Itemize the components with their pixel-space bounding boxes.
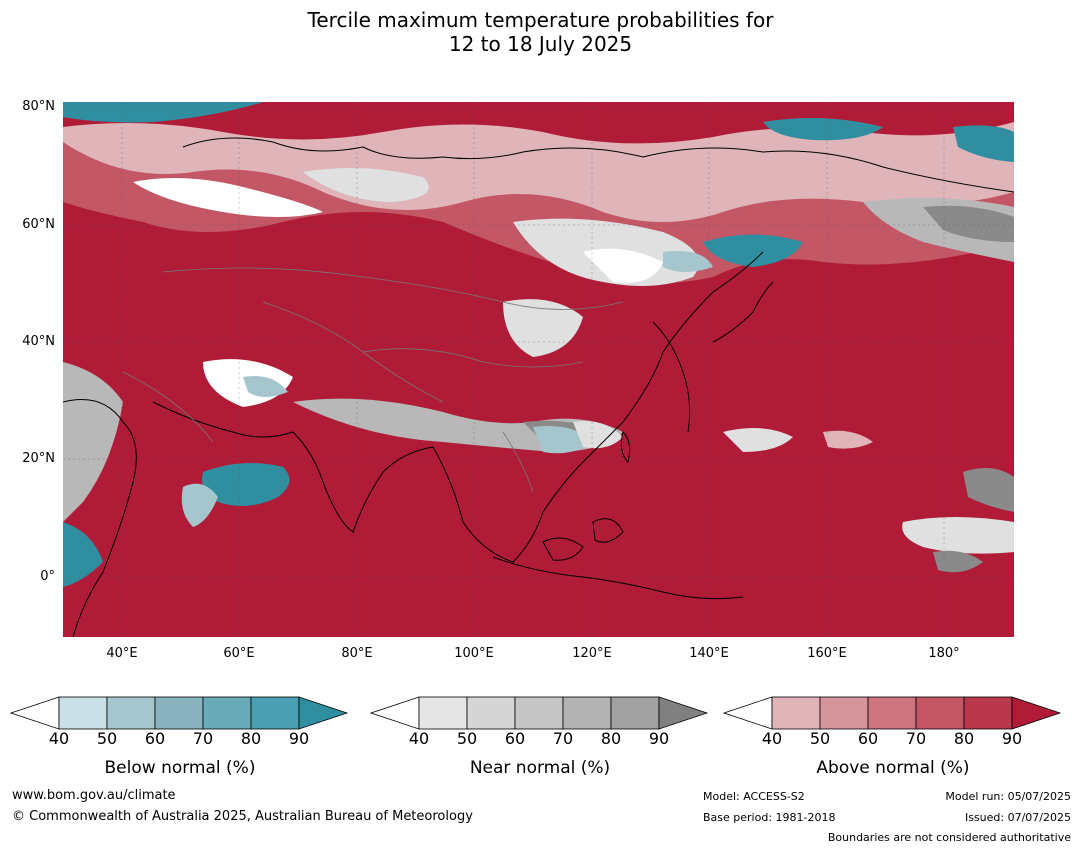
lon-label-40e: 40°E bbox=[106, 646, 138, 661]
legend-above-tick: 60 bbox=[857, 729, 879, 748]
lat-label-20n: 20°N bbox=[22, 451, 55, 466]
legend-above-colorbar bbox=[723, 696, 1062, 730]
legend-below-tick: 60 bbox=[144, 729, 166, 748]
legend-below-swatch bbox=[10, 696, 60, 730]
lat-label-40n: 40°N bbox=[22, 334, 55, 349]
probability-map-canvas bbox=[63, 102, 1014, 637]
legend-near-tick: 70 bbox=[552, 729, 574, 748]
legend-above-tick: 40 bbox=[761, 729, 783, 748]
legend-above-swatch bbox=[771, 696, 821, 730]
legend-below-title: Below normal (%) bbox=[104, 758, 256, 778]
legend-below-swatch bbox=[250, 696, 300, 730]
legend-near-colorbar bbox=[370, 696, 709, 730]
legend-near-swatch bbox=[466, 696, 516, 730]
website-link[interactable]: www.bom.gov.au/climate bbox=[12, 788, 176, 803]
legend-above-tick: 90 bbox=[1001, 729, 1023, 748]
map-title-line2: 12 to 18 July 2025 bbox=[448, 32, 633, 56]
legend-near-tick: 60 bbox=[504, 729, 526, 748]
legend-near-swatch bbox=[514, 696, 564, 730]
legend-near-swatch bbox=[418, 696, 468, 730]
lon-label-160e: 160°E bbox=[807, 646, 847, 661]
issued-text: Issued: 07/07/2025 bbox=[964, 811, 1071, 824]
legend-above-tick: 80 bbox=[953, 729, 975, 748]
legend-near-normal: 40 50 60 70 80 90 Near normal (%) bbox=[370, 695, 710, 785]
legend-below-colorbar bbox=[10, 696, 349, 730]
lon-label-140e: 140°E bbox=[689, 646, 729, 661]
legend-near-swatch bbox=[610, 696, 660, 730]
legend-below-tick: 50 bbox=[96, 729, 118, 748]
legend-below-swatch bbox=[58, 696, 108, 730]
map-title: Tercile maximum temperature probabilitie… bbox=[0, 8, 1081, 56]
legend-below-swatch bbox=[154, 696, 204, 730]
lat-label-80n: 80°N bbox=[22, 99, 55, 114]
legend-above-swatch bbox=[915, 696, 965, 730]
legend-below-normal: 40 50 60 70 80 90 Below normal (%) bbox=[10, 695, 350, 785]
legend-above-swatch bbox=[963, 696, 1013, 730]
probability-map bbox=[63, 102, 1014, 637]
legend-near-swatch bbox=[370, 696, 420, 730]
legend-above-normal: 40 50 60 70 80 90 Above normal (%) bbox=[723, 695, 1063, 785]
lon-label-80e: 80°E bbox=[341, 646, 373, 661]
legend-above-tick: 70 bbox=[905, 729, 927, 748]
base-period-text: Base period: 1981-2018 bbox=[703, 811, 836, 824]
lat-label-60n: 60°N bbox=[22, 217, 55, 232]
legend-above-swatch bbox=[819, 696, 869, 730]
legend-below-swatch bbox=[202, 696, 252, 730]
lat-label-0: 0° bbox=[40, 569, 55, 584]
legend-near-tick: 90 bbox=[648, 729, 670, 748]
legend-above-swatch bbox=[1011, 696, 1062, 730]
lon-label-100e: 100°E bbox=[454, 646, 494, 661]
lon-label-120e: 120°E bbox=[572, 646, 612, 661]
legend-below-swatch bbox=[106, 696, 156, 730]
legend-near-swatch bbox=[658, 696, 709, 730]
legend-above-tick: 50 bbox=[809, 729, 831, 748]
model-run-text: Model run: 05/07/2025 bbox=[945, 790, 1071, 803]
model-text: Model: ACCESS-S2 bbox=[703, 790, 805, 803]
legend-below-tick: 70 bbox=[192, 729, 214, 748]
copyright-text: © Commonwealth of Australia 2025, Austra… bbox=[12, 809, 473, 824]
legend-below-tick: 90 bbox=[288, 729, 310, 748]
lon-label-60e: 60°E bbox=[223, 646, 255, 661]
legend-below-swatch bbox=[298, 696, 349, 730]
legend-near-tick: 40 bbox=[408, 729, 430, 748]
legend-below-tick: 40 bbox=[48, 729, 70, 748]
boundaries-disclaimer: Boundaries are not considered authoritat… bbox=[827, 831, 1071, 844]
legend-near-swatch bbox=[562, 696, 612, 730]
lon-label-180: 180° bbox=[928, 646, 960, 661]
legend-near-tick: 80 bbox=[600, 729, 622, 748]
legend-above-title: Above normal (%) bbox=[816, 758, 970, 778]
legend-above-swatch bbox=[723, 696, 773, 730]
legend-near-tick: 50 bbox=[456, 729, 478, 748]
legend-near-title: Near normal (%) bbox=[469, 758, 611, 778]
map-title-line1: Tercile maximum temperature probabilitie… bbox=[307, 8, 774, 32]
legend-below-tick: 80 bbox=[240, 729, 262, 748]
legend-above-swatch bbox=[867, 696, 917, 730]
